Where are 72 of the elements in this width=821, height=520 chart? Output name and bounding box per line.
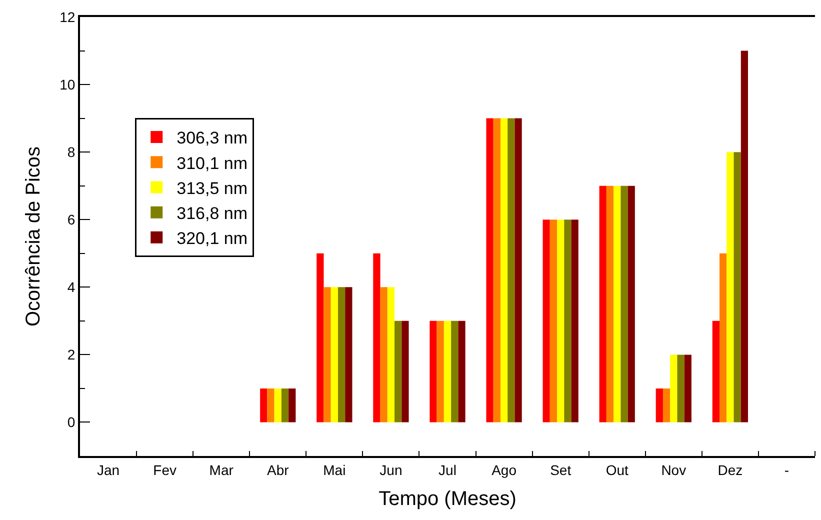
bar: [436, 320, 444, 422]
bar: [628, 186, 635, 422]
bar: [542, 220, 550, 422]
bar: [338, 287, 346, 422]
bar: [620, 186, 628, 422]
bar: [740, 50, 748, 422]
x-tick-label: Out: [606, 462, 629, 478]
bar: [734, 152, 741, 422]
bar: [288, 388, 296, 422]
bar: [684, 354, 692, 422]
y-tick-label: 8: [67, 144, 76, 160]
bar: [330, 287, 338, 422]
bar: [274, 388, 282, 422]
bar: [260, 388, 268, 422]
bar: [726, 152, 734, 422]
y-tick-label: 2: [67, 346, 76, 363]
bar: [514, 118, 522, 422]
legend-label: 313,5 nm: [176, 178, 248, 198]
x-tick-label: Dez: [718, 462, 743, 478]
bar: [500, 118, 508, 422]
bar: [316, 253, 324, 422]
x-tick-label: Nov: [661, 462, 686, 478]
bar: [614, 186, 621, 422]
x-tick-label: Fev: [153, 462, 176, 478]
bar: [662, 388, 670, 422]
bar: [670, 354, 678, 422]
bar: [493, 118, 500, 422]
bar: [451, 320, 458, 422]
y-tick-label: 10: [60, 76, 76, 92]
legend-label: 306,3 nm: [176, 128, 248, 148]
bar: [394, 320, 402, 422]
y-tick-label: 12: [60, 8, 76, 25]
bar: [373, 253, 380, 422]
bar: [458, 320, 466, 422]
bar: [571, 220, 578, 422]
bar: [564, 220, 572, 422]
legend-label: 310,1 nm: [176, 154, 248, 173]
legend-label: 320,1 nm: [176, 229, 248, 248]
bar: [281, 388, 289, 422]
legend-label: 316,8 nm: [176, 204, 248, 223]
x-tick-label: Jun: [380, 462, 402, 478]
x-tick-label: Mar: [209, 462, 234, 478]
x-tick-label: Mai: [323, 462, 346, 478]
x-axis-title: Tempo (Meses): [378, 488, 516, 510]
bar: [550, 220, 558, 422]
bar: [508, 118, 515, 422]
bar: [444, 320, 452, 422]
x-tick-label: Jan: [96, 462, 120, 478]
y-tick-label: 6: [67, 212, 76, 228]
x-tick-label: Ago: [492, 462, 517, 478]
bar: [380, 287, 388, 422]
bar: [430, 320, 437, 422]
bar: [606, 186, 614, 422]
bar: [656, 388, 663, 422]
bar: [599, 186, 606, 422]
bar: [677, 354, 684, 422]
x-tick-label: Set: [550, 462, 572, 478]
bar: [712, 320, 720, 422]
bar: [387, 287, 395, 422]
bar: [267, 388, 274, 422]
bar: [486, 118, 494, 422]
x-tick-label: Jul: [438, 462, 456, 478]
x-tick-label: Abr: [266, 462, 290, 478]
x-tick-label: -: [784, 462, 790, 478]
bar: [324, 287, 331, 422]
y-tick-label: 4: [67, 279, 76, 296]
y-axis-title: Ocorrência de Picos: [22, 146, 45, 327]
bar: [557, 220, 564, 422]
bar: [345, 287, 352, 422]
y-tick-label: 0: [67, 414, 76, 430]
bar: [402, 320, 409, 422]
bar: [720, 253, 727, 422]
